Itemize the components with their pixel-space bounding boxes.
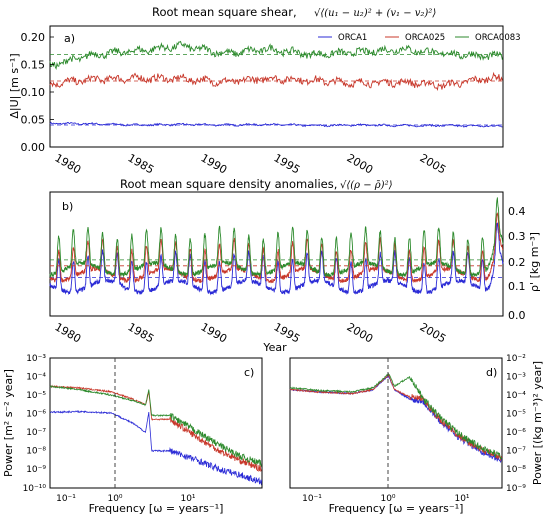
panel-c-ytick: 10⁻⁷	[26, 428, 46, 438]
panel-a-xtick: 1990	[199, 151, 230, 176]
series-line-orca0083	[49, 40, 503, 71]
panel-d-xticks: 10⁻¹ 10⁰ 10¹	[302, 494, 470, 504]
panel-b-yticks: 0.0 0.1 0.2 0.3 0.4	[508, 205, 526, 322]
panel-d: d) 10⁻² 10⁻³ 10⁻⁴ 10⁻⁵ 10⁻⁶ 10⁻⁷ 10⁻⁸ 10…	[289, 354, 544, 514]
panel-d-ytick: 10⁻⁶	[506, 428, 526, 438]
panel-a-ytick: 0.10	[21, 86, 46, 99]
panel-d-yticks: 10⁻² 10⁻³ 10⁻⁴ 10⁻⁵ 10⁻⁶ 10⁻⁷ 10⁻⁸ 10⁻⁹	[506, 354, 526, 494]
panel-d-series	[289, 373, 502, 464]
series-line-orca025	[49, 71, 503, 92]
panel-a-xtick: 2000	[345, 151, 376, 176]
panel-a-title: Root mean square shear,	[152, 5, 297, 19]
panel-b-ytick: 0.3	[508, 230, 526, 243]
panel-c-letter: c)	[244, 366, 254, 379]
panel-a-title-math: √⟨(u₁ − u₂)² + (v₁ − v₂)²⟩	[314, 8, 436, 19]
panel-b-xtick: 2005	[418, 320, 449, 345]
panel-a-ytick: 0.00	[21, 141, 46, 154]
panel-d-ytick: 10⁻⁵	[506, 410, 526, 420]
series-line-orca1	[289, 375, 502, 464]
panel-b-series	[49, 197, 504, 296]
panel-c-ytick: 10⁻⁴	[26, 373, 46, 383]
panel-c-ytick: 10⁻⁶	[26, 410, 46, 420]
panel-a-legend: ORCA1 ORCA025 ORCA0083	[318, 33, 521, 43]
panel-b-ytick: 0.2	[508, 256, 526, 269]
panel-a-yticks: 0.00 0.05 0.10 0.15 0.20	[21, 31, 46, 154]
panel-a-frame	[49, 25, 504, 148]
panel-c-xtick: 10⁻¹	[56, 494, 76, 504]
panel-d-ytick: 10⁻⁴	[506, 391, 526, 401]
panel-b-xtick: 1980	[53, 320, 84, 345]
series-line-orca025	[50, 384, 262, 472]
panel-c-ytick: 10⁻⁵	[26, 391, 46, 401]
series-line-orca025	[49, 212, 504, 284]
panel-a-letter: a)	[64, 32, 75, 45]
panel-d-xtick: 10⁰	[380, 494, 395, 504]
panel-b-title-math: √⟨(ρ − ρ̄)²⟩	[340, 180, 393, 191]
panel-a-xtick: 2005	[418, 151, 449, 176]
panel-d-letter: d)	[486, 366, 497, 379]
series-line-orca0083	[49, 197, 504, 278]
panel-b-ytick: 0.4	[508, 205, 526, 218]
panel-b-ytick: 0.1	[508, 280, 526, 293]
series-line-orca1	[49, 409, 262, 486]
panel-d-ytick: 10⁻⁸	[506, 465, 526, 475]
panel-c-series	[49, 384, 262, 486]
panel-b-title: Root mean square density anomalies,	[120, 177, 337, 191]
panel-b-xtick: 2000	[345, 320, 376, 345]
panel-c-ytick: 10⁻³	[26, 354, 46, 364]
panel-c-ytick: 10⁻¹⁰	[23, 484, 47, 494]
panel-d-ytick: 10⁻⁹	[506, 484, 526, 494]
panel-d-xtick: 10¹	[454, 494, 469, 504]
panel-a-series	[49, 36, 503, 148]
panel-c-xtick: 10¹	[180, 494, 195, 504]
panel-b-xlabel: Year	[262, 341, 287, 354]
panel-c-xtick: 10⁰	[107, 494, 122, 504]
panel-a-ytick: 0.15	[21, 59, 46, 72]
panel-b-letter: b)	[62, 200, 73, 213]
panel-d-ytick: 10⁻³	[506, 373, 526, 383]
panel-a-ylabel: Δ|U| [m s⁻¹]	[8, 53, 21, 118]
panel-b-ytick: 0.0	[508, 309, 526, 322]
panel-d-ylabel: Power [(kg m⁻³)² year]	[531, 361, 544, 485]
panel-a-xtick: 1995	[272, 151, 303, 176]
panel-b-xticks: 1980 1985 1990 1995 2000 2005	[53, 320, 449, 345]
panel-a-xtick: 1980	[53, 151, 84, 176]
panel-c: c) 10⁻³ 10⁻⁴ 10⁻⁵ 10⁻⁶ 10⁻⁷ 10⁻⁸ 10⁻⁹ 10…	[2, 354, 263, 514]
panel-c-yticks: 10⁻³ 10⁻⁴ 10⁻⁵ 10⁻⁶ 10⁻⁷ 10⁻⁸ 10⁻⁹ 10⁻¹⁰	[23, 354, 47, 494]
series-line-orca0083	[49, 385, 262, 468]
panel-a-ytick: 0.05	[21, 114, 46, 127]
panel-a-xticks: 1980 1985 1990 1995 2000 2005	[53, 151, 449, 176]
panel-d-ytick: 10⁻²	[506, 354, 526, 364]
panel-a-ytick: 0.20	[21, 31, 46, 44]
legend-label-orca0083: ORCA0083	[475, 33, 521, 43]
panel-b: Root mean square density anomalies, √⟨(ρ…	[49, 177, 541, 354]
panel-a-xtick: 1985	[126, 151, 157, 176]
series-line-orca1	[49, 222, 504, 296]
legend-label-orca1: ORCA1	[338, 33, 367, 43]
panel-c-ytick: 10⁻⁹	[26, 465, 46, 475]
series-line-orca0083	[289, 373, 502, 460]
panel-b-ylabel: ρ' [kg m⁻³]	[528, 232, 541, 292]
panel-b-xtick: 1985	[126, 320, 157, 345]
panel-a: Root mean square shear, √⟨(u₁ − u₂)² + (…	[8, 5, 521, 177]
series-line-orca1	[49, 121, 503, 128]
panel-c-xticks: 10⁻¹ 10⁰ 10¹	[56, 494, 196, 504]
panel-c-xlabel: Frequency [ω = years⁻¹]	[89, 502, 224, 514]
panel-d-xlabel: Frequency [ω = years⁻¹]	[329, 502, 464, 514]
panel-b-frame	[49, 191, 504, 317]
panel-c-frame	[49, 357, 263, 489]
panel-d-frame	[289, 357, 503, 489]
panel-d-xtick: 10⁻¹	[302, 494, 322, 504]
series-line-orca025	[289, 373, 502, 462]
legend-label-orca025: ORCA025	[405, 33, 445, 43]
panel-c-ylabel: Power [m² s⁻² year]	[2, 369, 15, 477]
panel-c-ytick: 10⁻⁸	[26, 447, 46, 457]
panel-b-xtick: 1990	[199, 320, 230, 345]
panel-d-ytick: 10⁻⁷	[506, 447, 526, 457]
